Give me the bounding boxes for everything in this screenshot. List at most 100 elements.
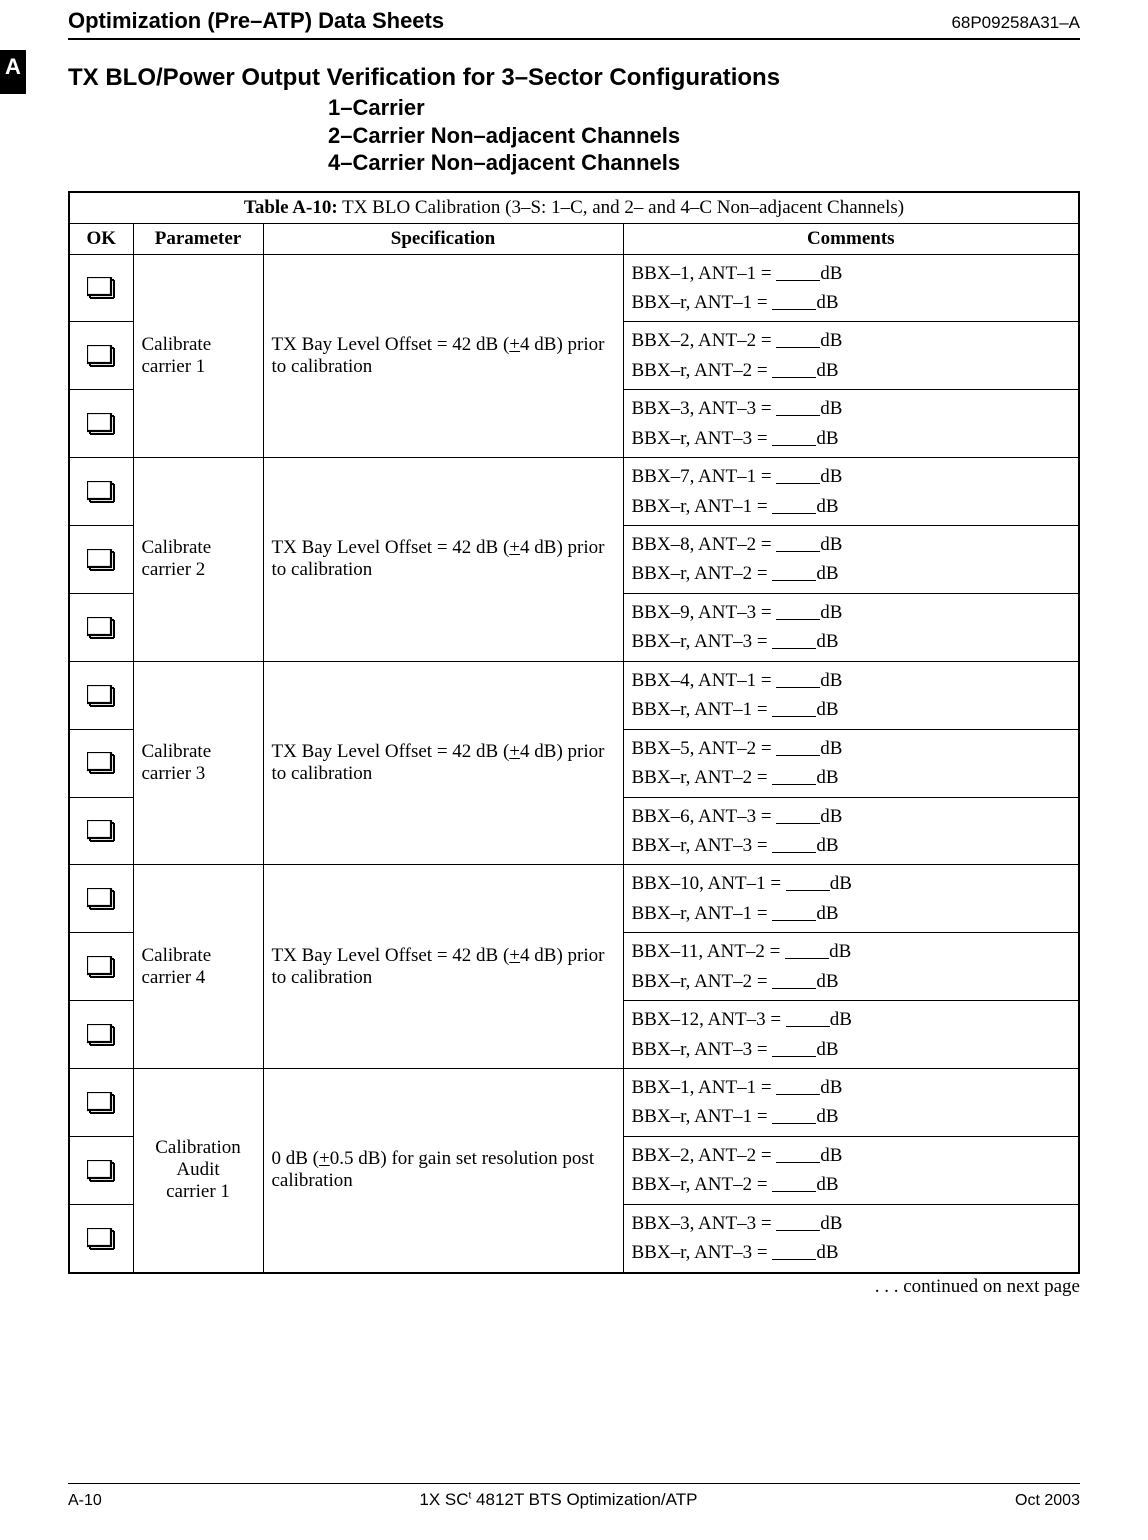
ok-cell	[69, 458, 133, 526]
footer-center-prefix: 1X SC	[419, 1490, 468, 1509]
blank-field[interactable]	[772, 291, 816, 310]
blank-field[interactable]	[772, 630, 816, 649]
comments-cell: BBX–2, ANT–2 = dBBBX–r, ANT–2 = dB	[623, 1136, 1079, 1204]
blank-field[interactable]	[772, 359, 816, 378]
checkbox-icon[interactable]	[87, 1024, 115, 1046]
blank-field[interactable]	[776, 1076, 820, 1095]
blank-field[interactable]	[776, 262, 820, 281]
checkbox-icon[interactable]	[87, 277, 115, 299]
checkbox-icon[interactable]	[87, 617, 115, 639]
ok-cell	[69, 933, 133, 1001]
blank-field[interactable]	[776, 397, 820, 416]
header-title: Optimization (Pre–ATP) Data Sheets	[68, 8, 444, 34]
comments-cell: BBX–12, ANT–3 = dBBBX–r, ANT–3 = dB	[623, 1001, 1079, 1069]
comment-line: BBX–12, ANT–3 = dB	[632, 1005, 1071, 1034]
page-header: Optimization (Pre–ATP) Data Sheets 68P09…	[68, 8, 1080, 40]
param-cell: CalibrationAuditcarrier 1	[133, 1069, 263, 1273]
comment-line: BBX–r, ANT–3 = dB	[632, 424, 1071, 453]
blank-field[interactable]	[776, 805, 820, 824]
checkbox-icon[interactable]	[87, 1160, 115, 1182]
ok-cell	[69, 526, 133, 594]
spec-cell: 0 dB (+0.5 dB) for gain set resolution p…	[263, 1069, 623, 1273]
comments-cell: BBX–3, ANT–3 = dBBBX–r, ANT–3 = dB	[623, 1204, 1079, 1272]
ok-cell	[69, 1204, 133, 1272]
param-cell: Calibratecarrier 2	[133, 458, 263, 662]
checkbox-icon[interactable]	[87, 752, 115, 774]
blank-field[interactable]	[772, 1173, 816, 1192]
blank-field[interactable]	[786, 1008, 830, 1027]
blank-field[interactable]	[772, 834, 816, 853]
ok-cell	[69, 661, 133, 729]
blank-field[interactable]	[785, 940, 829, 959]
th-comments: Comments	[623, 223, 1079, 254]
blank-field[interactable]	[772, 902, 816, 921]
spec-text: TX Bay Level Offset = 42 dB (+4 dB) prio…	[272, 334, 605, 377]
spec-cell: TX Bay Level Offset = 42 dB (+4 dB) prio…	[263, 254, 623, 458]
spec-text: TX Bay Level Offset = 42 dB (+4 dB) prio…	[272, 741, 605, 784]
comments-cell: BBX–3, ANT–3 = dBBBX–r, ANT–3 = dB	[623, 390, 1079, 458]
blank-field[interactable]	[776, 669, 820, 688]
comment-line: BBX–9, ANT–3 = dB	[632, 598, 1071, 627]
ok-cell	[69, 797, 133, 865]
blank-field[interactable]	[776, 329, 820, 348]
checkbox-icon[interactable]	[87, 549, 115, 571]
subtitle-line: 4–Carrier Non–adjacent Channels	[328, 149, 1080, 177]
blank-field[interactable]	[776, 533, 820, 552]
footer-center: 1X SCt 4812T BTS Optimization/ATP	[419, 1490, 697, 1510]
blank-field[interactable]	[772, 1105, 816, 1124]
comment-line: BBX–10, ANT–1 = dB	[632, 869, 1071, 898]
comment-line: BBX–r, ANT–3 = dB	[632, 831, 1071, 860]
comments-cell: BBX–8, ANT–2 = dBBBX–r, ANT–2 = dB	[623, 526, 1079, 594]
comment-line: BBX–r, ANT–2 = dB	[632, 1170, 1071, 1199]
checkbox-icon[interactable]	[87, 1092, 115, 1114]
comment-line: BBX–3, ANT–3 = dB	[632, 1209, 1071, 1238]
comment-line: BBX–3, ANT–3 = dB	[632, 394, 1071, 423]
spec-text: TX Bay Level Offset = 42 dB (+4 dB) prio…	[272, 945, 605, 988]
checkbox-icon[interactable]	[87, 888, 115, 910]
checkbox-icon[interactable]	[87, 345, 115, 367]
comment-line: BBX–r, ANT–1 = dB	[632, 899, 1071, 928]
checkbox-icon[interactable]	[87, 1228, 115, 1250]
checkbox-icon[interactable]	[87, 956, 115, 978]
comment-line: BBX–11, ANT–2 = dB	[632, 937, 1071, 966]
comment-line: BBX–r, ANT–1 = dB	[632, 288, 1071, 317]
ok-cell	[69, 1136, 133, 1204]
footer-page-number: A-10	[68, 1492, 102, 1510]
blank-field[interactable]	[776, 465, 820, 484]
blank-field[interactable]	[772, 970, 816, 989]
ok-cell	[69, 593, 133, 661]
ok-cell	[69, 254, 133, 322]
blank-field[interactable]	[776, 737, 820, 756]
blank-field[interactable]	[776, 1212, 820, 1231]
comment-line: BBX–r, ANT–3 = dB	[632, 1035, 1071, 1064]
comment-line: BBX–4, ANT–1 = dB	[632, 666, 1071, 695]
spec-cell: TX Bay Level Offset = 42 dB (+4 dB) prio…	[263, 865, 623, 1069]
comments-cell: BBX–2, ANT–2 = dBBBX–r, ANT–2 = dB	[623, 322, 1079, 390]
blank-field[interactable]	[772, 766, 816, 785]
th-ok: OK	[69, 223, 133, 254]
comments-cell: BBX–10, ANT–1 = dBBBX–r, ANT–1 = dB	[623, 865, 1079, 933]
spec-text: TX Bay Level Offset = 42 dB (+4 dB) prio…	[272, 537, 605, 580]
blank-field[interactable]	[772, 1038, 816, 1057]
checkbox-icon[interactable]	[87, 481, 115, 503]
blank-field[interactable]	[772, 427, 816, 446]
checkbox-icon[interactable]	[87, 820, 115, 842]
ok-cell	[69, 865, 133, 933]
table-row: Calibratecarrier 2TX Bay Level Offset = …	[69, 458, 1079, 526]
comment-line: BBX–r, ANT–2 = dB	[632, 356, 1071, 385]
table-row: Calibratecarrier 4TX Bay Level Offset = …	[69, 865, 1079, 933]
checkbox-icon[interactable]	[87, 413, 115, 435]
blank-field[interactable]	[772, 495, 816, 514]
blank-field[interactable]	[772, 1241, 816, 1260]
blank-field[interactable]	[772, 698, 816, 717]
blank-field[interactable]	[772, 562, 816, 581]
table-row: Calibratecarrier 3TX Bay Level Offset = …	[69, 661, 1079, 729]
checkbox-icon[interactable]	[87, 685, 115, 707]
ok-cell	[69, 390, 133, 458]
blank-field[interactable]	[776, 601, 820, 620]
calibration-table: Table A-10: TX BLO Calibration (3–S: 1–C…	[68, 191, 1080, 1274]
blank-field[interactable]	[786, 872, 830, 891]
page-footer: A-10 1X SCt 4812T BTS Optimization/ATP O…	[68, 1483, 1080, 1510]
comments-cell: BBX–5, ANT–2 = dBBBX–r, ANT–2 = dB	[623, 729, 1079, 797]
blank-field[interactable]	[776, 1144, 820, 1163]
